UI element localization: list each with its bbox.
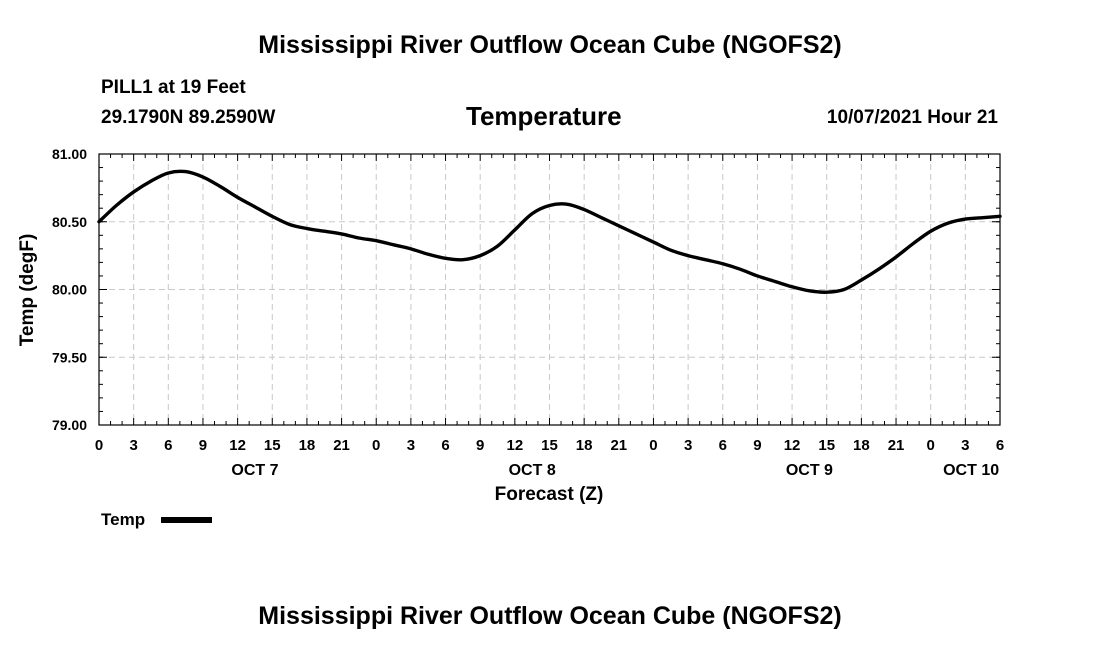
legend-label: Temp (101, 510, 146, 529)
x-tick-label: 12 (229, 437, 246, 454)
y-tick-label: 80.00 (52, 282, 87, 298)
y-axis-label: Temp (degF) (17, 234, 38, 347)
x-tick-label: 12 (507, 437, 524, 454)
x-tick-label: 9 (476, 437, 484, 454)
x-tick-label: 0 (372, 437, 380, 454)
chart-title: Temperature (466, 101, 622, 131)
x-tick-label: 21 (333, 437, 350, 454)
x-tick-label: 0 (649, 437, 657, 454)
y-tick-label: 80.50 (52, 214, 87, 230)
x-tick-label: 6 (719, 437, 727, 454)
footer-title: Mississippi River Outflow Ocean Cube (NG… (258, 602, 842, 630)
x-tick-label: 15 (541, 437, 558, 454)
grid-lines (99, 154, 1000, 425)
temp-series-line (97, 169, 1002, 294)
x-tick-label: 18 (853, 437, 870, 454)
x-tick-label: 15 (264, 437, 281, 454)
station-coordinates: 29.1790N 89.2590W (101, 107, 276, 128)
x-tick-label: 6 (996, 437, 1004, 454)
x-day-label: OCT 9 (786, 462, 833, 479)
y-tick-label: 79.50 (52, 349, 87, 365)
plot-frame (98, 153, 1001, 426)
x-tick-label: 15 (818, 437, 835, 454)
y-tick-label: 81.00 (52, 146, 87, 162)
x-tick-label: 21 (610, 437, 627, 454)
x-day-label: OCT 8 (509, 462, 556, 479)
x-tick-label: 6 (441, 437, 449, 454)
x-tick-label: 18 (576, 437, 593, 454)
x-tick-label: 3 (684, 437, 692, 454)
axis-labels: 0 3 6 9 12 15 18 21 0 3 6 9 12 15 18 21 0 3 6 9 12 15 18 21 0 3 6 O… (52, 146, 1004, 479)
x-tick-label: 6 (164, 437, 172, 454)
main-title: Mississippi River Outflow Ocean Cube (NG… (258, 31, 842, 59)
y-tick-label: 79.00 (52, 417, 87, 433)
forecast-datetime: 10/07/2021 Hour 21 (826, 107, 998, 128)
x-tick-label: 21 (888, 437, 905, 454)
x-tick-label: 9 (199, 437, 207, 454)
x-tick-label: 0 (95, 437, 103, 454)
x-day-label: OCT 10 (943, 462, 999, 479)
x-tick-label: 0 (927, 437, 935, 454)
station-label: PILL1 at 19 Feet (101, 77, 246, 98)
x-axis-label: Forecast (Z) (495, 484, 604, 505)
x-tick-label: 3 (129, 437, 137, 454)
x-tick-label: 3 (407, 437, 415, 454)
x-day-label: OCT 7 (231, 462, 278, 479)
x-tick-label: 9 (753, 437, 761, 454)
legend-line-swatch (161, 517, 212, 523)
x-tick-label: 3 (961, 437, 969, 454)
x-tick-label: 18 (299, 437, 316, 454)
x-tick-label: 12 (784, 437, 801, 454)
